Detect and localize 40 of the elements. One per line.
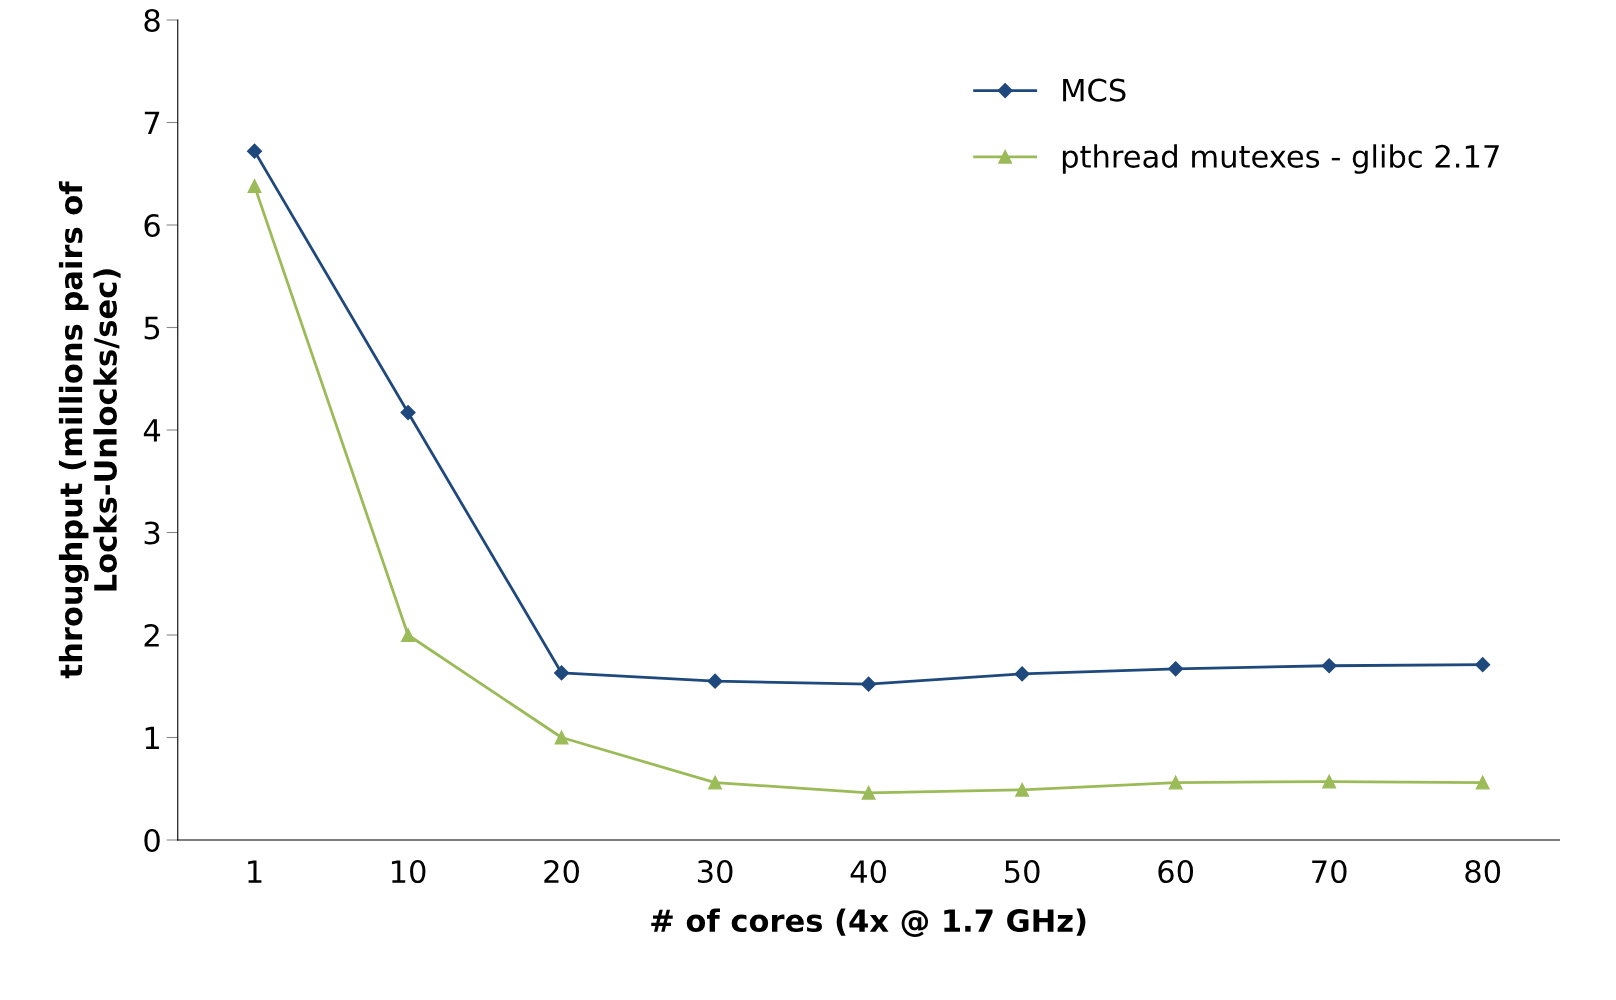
point [1015, 782, 1030, 797]
y-tick-label: 8 [144, 8, 160, 33]
y-tick-label: 1 [145, 726, 159, 750]
y-tick-label: 5 [144, 316, 160, 340]
point [246, 143, 263, 159]
y-axis-title: throughput (millions pairs of Locks-Unlocks/sec) [58, 181, 121, 679]
x-tick-label: 40 [850, 859, 887, 884]
x-axis-title: # of cores (4x @ 1.7 GHz) [651, 908, 1086, 937]
point [1475, 657, 1491, 673]
y-tick-label: 2 [144, 623, 159, 647]
point [707, 673, 723, 689]
point [400, 405, 416, 421]
x-tick-label: 50 [1005, 859, 1040, 884]
legend-label: pthread mutexes - glibc 2.17 [1062, 144, 1499, 174]
point [401, 628, 415, 642]
x-tick-label: 60 [1158, 859, 1194, 884]
point [1014, 666, 1030, 682]
y-tick-label: 6 [144, 213, 160, 238]
point [1321, 658, 1337, 674]
x-tick-label: 30 [697, 859, 733, 884]
y-tick-label: 7 [144, 111, 160, 135]
y-tick-label: 3 [144, 521, 160, 545]
x-tick-label: 80 [1465, 859, 1501, 884]
point [861, 676, 877, 692]
point [1475, 775, 1490, 790]
x-tick-label: 10 [391, 859, 426, 884]
x-tick-label: 70 [1312, 859, 1347, 884]
point [553, 665, 570, 681]
point [861, 785, 876, 800]
y-tick-label: 4 [143, 419, 161, 442]
legend-label: MCS [1063, 78, 1126, 102]
x-tick-label: 1 [248, 860, 262, 883]
point [708, 775, 723, 790]
point [554, 730, 569, 745]
point [1168, 661, 1184, 677]
point [1168, 775, 1183, 790]
point [1322, 774, 1337, 789]
x-tick-label: 20 [544, 859, 579, 884]
y-tick-label: 0 [144, 828, 160, 853]
point [247, 179, 262, 193]
